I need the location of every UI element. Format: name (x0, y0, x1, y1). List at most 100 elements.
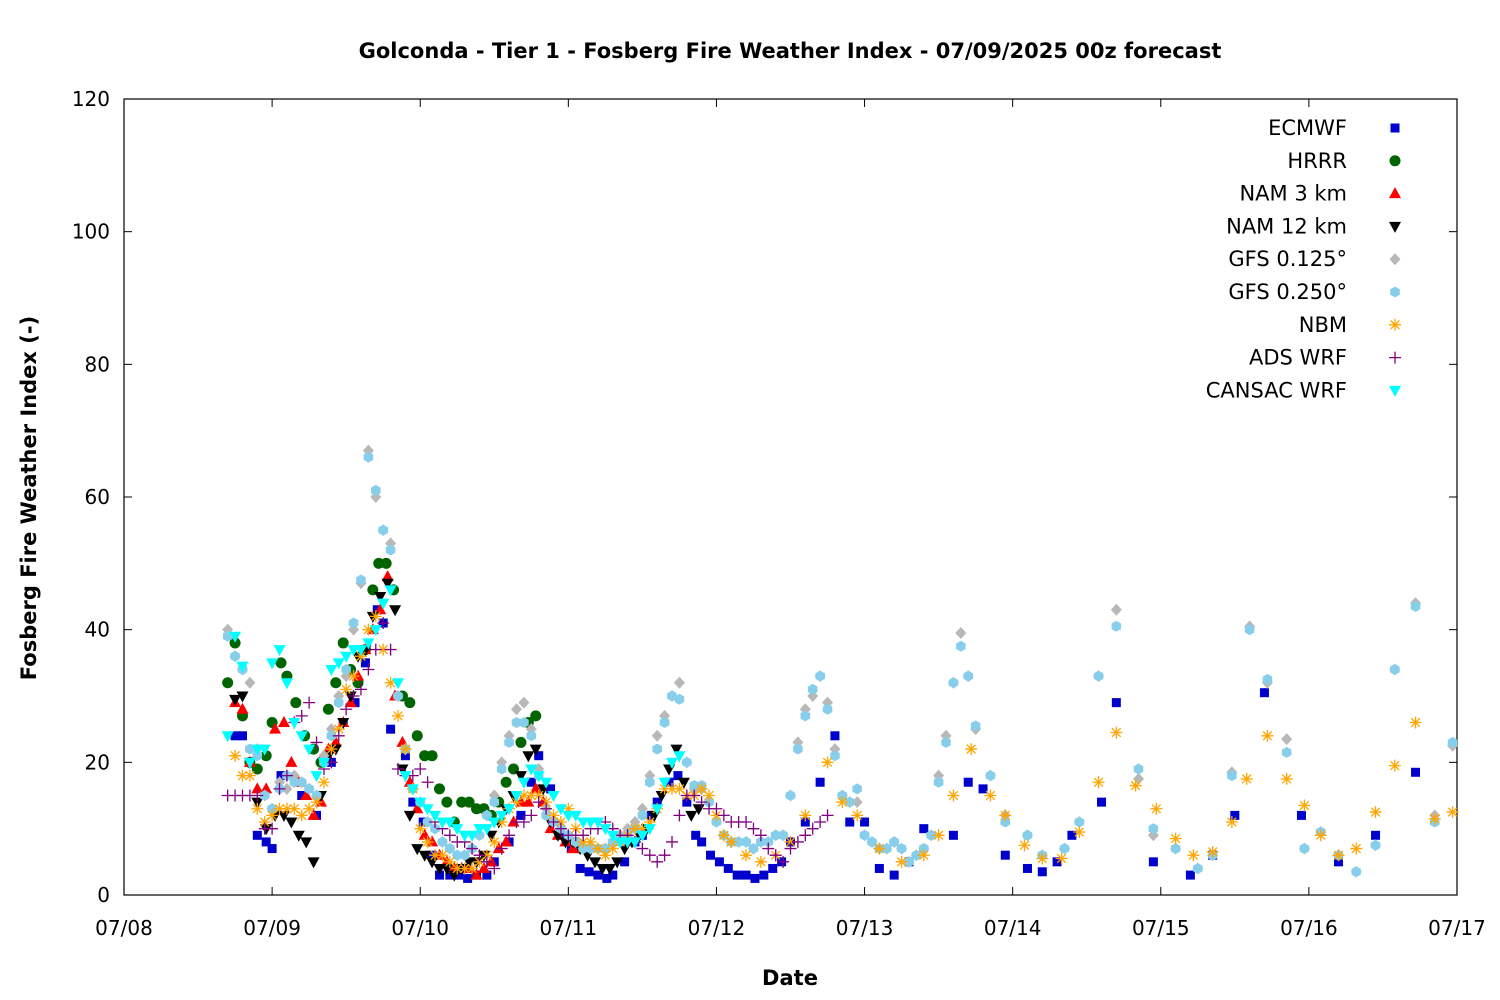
data-point (330, 677, 342, 689)
data-point (510, 796, 523, 809)
data-point (1067, 830, 1077, 840)
data-point (534, 751, 544, 761)
data-point (1148, 823, 1159, 835)
data-point (399, 771, 412, 783)
data-point (547, 791, 560, 802)
legend-marker (1389, 221, 1401, 233)
data-point (482, 870, 492, 880)
data-point (229, 749, 242, 762)
data-point (985, 770, 996, 782)
data-point (593, 870, 603, 880)
data-point (369, 643, 382, 656)
data-point (754, 829, 767, 842)
data-point (1059, 843, 1070, 855)
data-point (466, 862, 479, 875)
data-point (340, 703, 353, 716)
data-point (229, 637, 241, 649)
data-point (295, 709, 308, 722)
y-axis-label: Fosberg Fire Weather Index (-) (17, 316, 41, 680)
data-point (362, 663, 375, 676)
data-point (1298, 799, 1311, 812)
data-point (384, 585, 397, 597)
data-point (458, 862, 471, 875)
legend-marker (1389, 318, 1401, 331)
data-point (984, 789, 997, 802)
data-point (260, 824, 273, 836)
data-point (1447, 736, 1458, 748)
data-point (518, 696, 530, 709)
data-point (436, 849, 449, 862)
data-point (385, 544, 396, 556)
y-tick-label: 0 (97, 883, 110, 907)
data-point (221, 731, 234, 743)
data-point (706, 850, 716, 860)
data-point (393, 690, 403, 702)
data-point (384, 643, 397, 656)
data-point (332, 658, 345, 670)
data-point (725, 835, 738, 848)
data-point (332, 723, 345, 736)
data-point (381, 570, 394, 582)
data-point (1022, 863, 1032, 873)
legend-label: ECMWF (1268, 116, 1347, 140)
data-point (463, 796, 475, 808)
data-point (300, 789, 313, 800)
data-point (1000, 850, 1010, 860)
data-point (466, 842, 479, 855)
data-point (1148, 857, 1158, 867)
data-point (1187, 849, 1200, 862)
data-point (480, 849, 493, 862)
data-point (326, 730, 337, 742)
data-point (347, 670, 360, 683)
data-point (517, 777, 530, 789)
data-point (956, 640, 966, 652)
data-point (480, 855, 493, 868)
data-point (933, 776, 944, 788)
data-point (895, 855, 908, 868)
legend-marker (1389, 385, 1401, 397)
y-tick-label: 40 (85, 618, 110, 642)
data-point (799, 809, 812, 822)
data-point (889, 836, 899, 848)
data-point (310, 796, 323, 809)
data-point (750, 873, 760, 883)
data-point (710, 802, 723, 815)
data-point (1281, 746, 1292, 758)
data-point (1052, 857, 1062, 867)
data-point (1036, 852, 1049, 865)
data-point (371, 484, 381, 496)
x-tick-label: 07/10 (391, 916, 449, 940)
data-point (1110, 603, 1122, 616)
data-point (244, 676, 256, 689)
data-point (369, 610, 382, 623)
data-point (1097, 797, 1107, 807)
data-point (1280, 772, 1293, 785)
data-point (374, 592, 387, 603)
data-point (236, 702, 249, 714)
data-point (1296, 810, 1306, 820)
data-point (599, 824, 612, 836)
data-point (443, 817, 456, 829)
data-point (504, 736, 514, 748)
data-point (411, 802, 424, 814)
data-point (851, 796, 863, 809)
x-tick-label: 07/13 (836, 916, 894, 940)
data-point (602, 873, 612, 883)
data-points (221, 444, 1459, 883)
data-point (667, 690, 677, 702)
data-point (717, 829, 730, 842)
x-tick-label: 07/12 (688, 916, 746, 940)
data-point (711, 816, 722, 828)
series-nbm (229, 610, 1459, 875)
data-point (611, 857, 624, 869)
data-point (488, 835, 501, 848)
data-point (600, 843, 611, 855)
data-point (606, 830, 619, 842)
y-tick-label: 20 (85, 750, 110, 774)
data-point (628, 837, 641, 849)
data-point (341, 664, 351, 675)
data-point (414, 822, 427, 835)
data-point (466, 830, 479, 842)
data-point (1281, 733, 1293, 746)
data-point (360, 658, 370, 668)
